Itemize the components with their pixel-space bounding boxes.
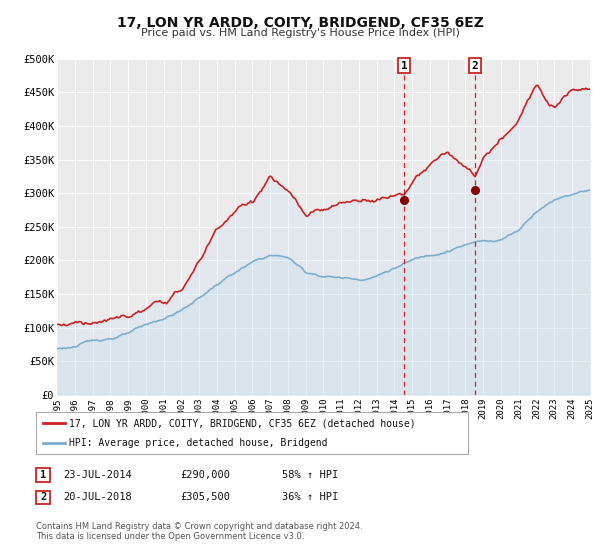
Text: 2: 2 — [472, 60, 479, 71]
Text: Price paid vs. HM Land Registry's House Price Index (HPI): Price paid vs. HM Land Registry's House … — [140, 28, 460, 38]
Text: 23-JUL-2014: 23-JUL-2014 — [63, 470, 132, 480]
Text: This data is licensed under the Open Government Licence v3.0.: This data is licensed under the Open Gov… — [36, 532, 304, 541]
Text: £290,000: £290,000 — [180, 470, 230, 480]
Text: HPI: Average price, detached house, Bridgend: HPI: Average price, detached house, Brid… — [69, 438, 328, 448]
Text: 17, LON YR ARDD, COITY, BRIDGEND, CF35 6EZ: 17, LON YR ARDD, COITY, BRIDGEND, CF35 6… — [116, 16, 484, 30]
Text: 17, LON YR ARDD, COITY, BRIDGEND, CF35 6EZ (detached house): 17, LON YR ARDD, COITY, BRIDGEND, CF35 6… — [69, 418, 416, 428]
Text: 36% ↑ HPI: 36% ↑ HPI — [282, 492, 338, 502]
Text: Contains HM Land Registry data © Crown copyright and database right 2024.: Contains HM Land Registry data © Crown c… — [36, 522, 362, 531]
Text: 58% ↑ HPI: 58% ↑ HPI — [282, 470, 338, 480]
Text: 20-JUL-2018: 20-JUL-2018 — [63, 492, 132, 502]
Text: £305,500: £305,500 — [180, 492, 230, 502]
Text: 2: 2 — [40, 492, 46, 502]
Text: 1: 1 — [401, 60, 407, 71]
Text: 1: 1 — [40, 470, 46, 480]
